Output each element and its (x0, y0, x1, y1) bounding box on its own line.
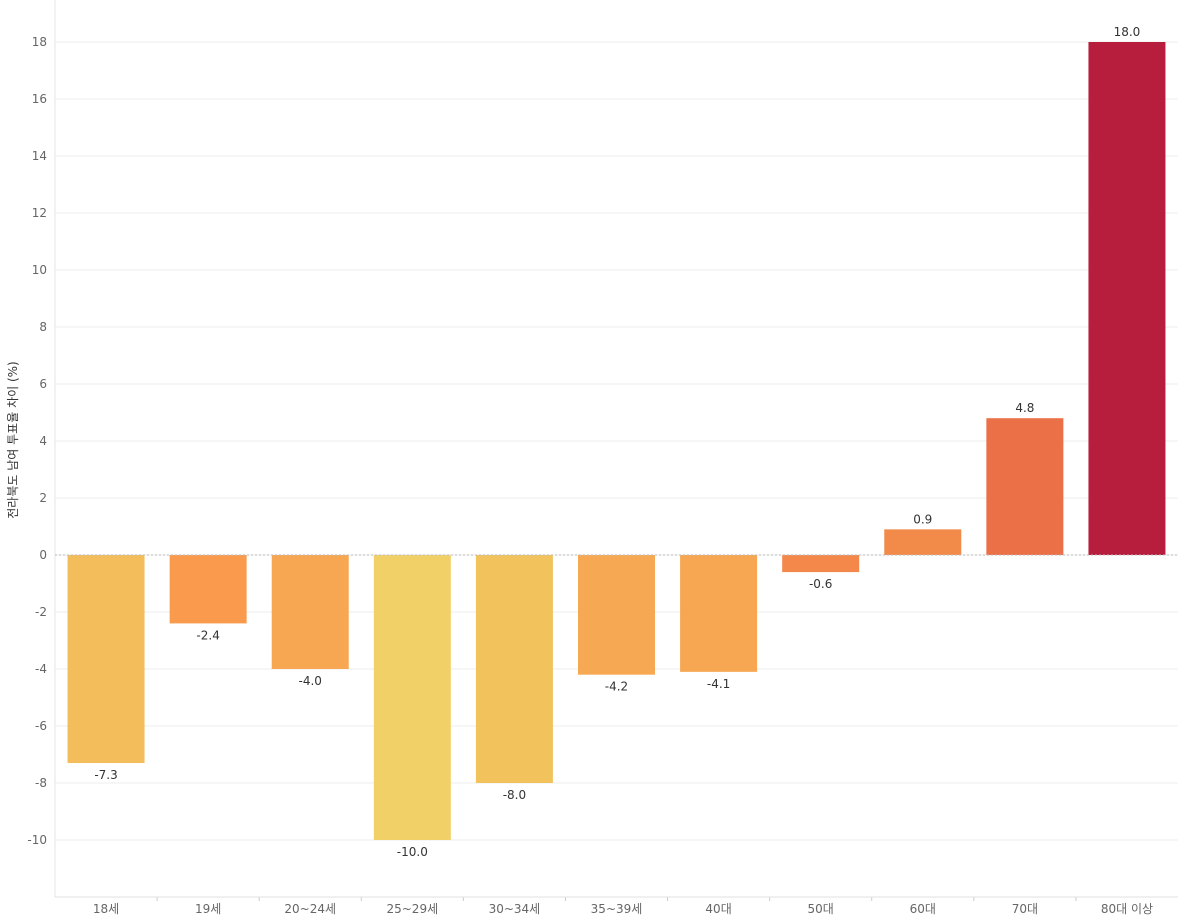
y-axis-ticks: 18 16 14 12 10 8 6 4 2 0 -2 -4 -6 -8 -10 (27, 35, 47, 847)
data-label: -8.0 (503, 788, 526, 802)
x-tick-label: 19세 (195, 902, 221, 916)
x-tick-label: 80대 이상 (1101, 902, 1153, 916)
y-tick-label: -2 (35, 605, 47, 619)
bar[interactable] (373, 555, 451, 840)
y-axis-title: 전라북도 남여 투표율 차이 (%) (6, 361, 20, 518)
data-label: 4.8 (1015, 401, 1034, 415)
y-tick-label: 12 (32, 206, 47, 220)
data-label: -4.0 (299, 674, 322, 688)
bar[interactable] (782, 555, 860, 573)
y-tick-label: 2 (39, 491, 47, 505)
data-labels: -7.3 -2.4 -4.0 -10.0 -8.0 -4.2 -4.1 -0.6 0.9 4.8 1… (94, 25, 1140, 859)
y-tick-label: -8 (35, 776, 47, 790)
bar[interactable] (986, 418, 1064, 555)
x-tick-label: 18세 (93, 902, 119, 916)
data-label: -0.6 (809, 577, 832, 591)
bar[interactable] (67, 555, 145, 764)
y-tick-label: -6 (35, 719, 47, 733)
y-tick-label: 16 (32, 92, 47, 106)
data-label: -7.3 (94, 768, 117, 782)
y-tick-label: 14 (32, 149, 47, 163)
y-tick-label: -4 (35, 662, 47, 676)
bar[interactable] (271, 555, 349, 669)
bar[interactable] (578, 555, 655, 675)
x-tick-label: 20~24세 (284, 902, 336, 916)
bar[interactable] (680, 555, 758, 672)
bars (67, 42, 1166, 840)
x-tick-label: 35~39세 (591, 902, 643, 916)
x-tick-label: 50대 (808, 902, 834, 916)
x-tick-label: 30~34세 (489, 902, 541, 916)
y-tick-label: 10 (32, 263, 47, 277)
x-tick-label: 60대 (910, 902, 936, 916)
bar[interactable] (169, 555, 247, 624)
bar[interactable] (475, 555, 553, 783)
y-tick-label: 6 (39, 377, 47, 391)
data-label: 18.0 (1114, 25, 1141, 39)
data-label: -4.1 (707, 677, 730, 691)
x-tick-label: 25~29세 (386, 902, 438, 916)
y-tick-label: -10 (27, 833, 47, 847)
data-label: -2.4 (196, 628, 219, 642)
bar[interactable] (1088, 42, 1166, 555)
bar[interactable] (884, 529, 962, 555)
data-label: 0.9 (913, 512, 932, 526)
x-tick-label: 40대 (705, 902, 731, 916)
y-tick-label: 8 (39, 320, 47, 334)
x-axis-labels: 18세 19세 20~24세 25~29세 30~34세 35~39세 40대 50대 60대 7… (93, 897, 1153, 916)
data-label: -10.0 (397, 845, 428, 859)
y-tick-label: 0 (39, 548, 47, 562)
y-tick-label: 18 (32, 35, 47, 49)
x-tick-label: 70대 (1012, 902, 1038, 916)
data-label: -4.2 (605, 680, 628, 694)
y-tick-label: 4 (39, 434, 47, 448)
